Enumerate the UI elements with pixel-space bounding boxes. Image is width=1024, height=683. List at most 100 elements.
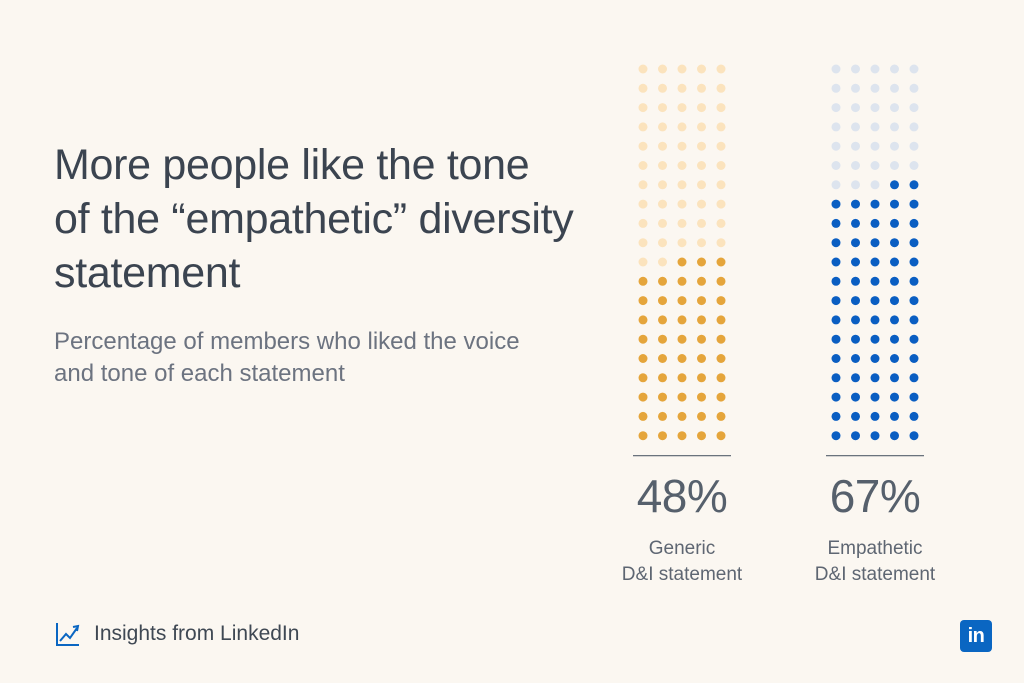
dot-empathetic-filled (851, 315, 860, 325)
dot-generic-filled (677, 315, 687, 325)
dot-generic-empty (697, 218, 706, 228)
dot-empathetic-filled (831, 238, 841, 248)
dot-generic-filled (658, 276, 667, 286)
dot-generic-empty (658, 199, 667, 209)
dot-generic-empty (638, 64, 648, 74)
dot-generic-empty (658, 103, 667, 113)
dot-empathetic-filled (831, 411, 841, 421)
dot-empathetic-filled (890, 296, 899, 306)
dot-empathetic-filled (851, 411, 860, 421)
dot-generic-empty (716, 83, 726, 93)
dot-empathetic-filled (870, 392, 880, 402)
dot-generic-empty (638, 161, 648, 170)
dot-generic-empty (697, 103, 706, 113)
dot-empathetic-filled (890, 276, 899, 286)
dot-generic-empty (697, 180, 706, 190)
dot-generic-filled (658, 411, 667, 421)
dot-generic-filled (638, 411, 648, 421)
dot-empathetic-filled (890, 257, 899, 267)
dot-empathetic-filled (831, 392, 841, 402)
dot-empathetic-empty (851, 122, 860, 132)
dot-generic-empty (697, 238, 706, 248)
dot-generic-filled (677, 276, 687, 286)
dot-generic-empty (638, 83, 648, 93)
dot-generic-empty (638, 238, 648, 248)
dot-empathetic-filled (909, 276, 919, 286)
dot-empathetic-empty (909, 64, 919, 74)
dot-empathetic-empty (851, 141, 860, 151)
dot-empathetic-filled (870, 354, 880, 363)
dot-empathetic-empty (831, 83, 841, 93)
dot-empathetic-empty (909, 122, 919, 132)
stat-empathetic-label: Empathetic D&I statement (795, 536, 955, 588)
dot-empathetic-filled (890, 431, 899, 441)
dot-empathetic-filled (890, 218, 899, 228)
dot-generic-empty (658, 83, 667, 93)
dot-generic-empty (716, 122, 726, 132)
stat-generic-label-line-2: D&I statement (621, 564, 743, 585)
dot-empathetic-empty (851, 64, 860, 74)
dot-empathetic-filled (831, 315, 841, 325)
dot-generic-filled (658, 315, 667, 325)
dot-empathetic-filled (870, 276, 880, 286)
dot-generic-filled (716, 354, 726, 363)
dot-empathetic-empty (831, 103, 841, 113)
dot-generic-empty (658, 238, 667, 248)
dot-empathetic-empty (851, 161, 860, 170)
dot-empathetic-filled (870, 373, 880, 383)
dot-empathetic-filled (909, 238, 919, 248)
dot-empathetic-filled (870, 199, 880, 209)
dot-generic-filled (716, 431, 726, 441)
dot-generic-empty (716, 64, 726, 74)
dot-generic-empty (638, 257, 648, 267)
dot-empathetic-filled (831, 276, 841, 286)
dot-empathetic-empty (890, 83, 899, 93)
dot-empathetic-empty (870, 180, 880, 190)
dot-empathetic-filled (909, 392, 919, 402)
dot-generic-empty (697, 141, 706, 151)
dot-generic-filled (697, 334, 706, 344)
dot-empathetic-filled (909, 180, 919, 190)
dot-generic-filled (716, 373, 726, 383)
linkedin-logo: in (960, 620, 992, 652)
stat-generic-label-line-1: Generic (648, 538, 716, 559)
dot-generic-filled (658, 354, 667, 363)
dot-generic-empty (658, 64, 667, 74)
dot-generic-filled (658, 296, 667, 306)
dot-generic-empty (716, 238, 726, 248)
dot-empathetic-filled (909, 334, 919, 344)
dot-generic-filled (638, 392, 648, 402)
dot-empathetic-filled (870, 296, 880, 306)
dot-generic-empty (697, 199, 706, 209)
subheadline: Percentage of members who liked the voic… (54, 328, 520, 387)
dot-empathetic-filled (890, 373, 899, 383)
dot-generic-empty (697, 83, 706, 93)
dot-generic-filled (677, 354, 687, 363)
dot-empathetic-filled (909, 257, 919, 267)
dot-empathetic-empty (831, 141, 841, 151)
dot-generic-filled (697, 257, 706, 267)
dot-generic-filled (697, 392, 706, 402)
dot-empathetic-filled (851, 392, 860, 402)
dot-generic-filled (658, 334, 667, 344)
dot-empathetic-filled (851, 334, 860, 344)
dot-empathetic-filled (909, 296, 919, 306)
dot-generic-empty (658, 180, 667, 190)
dot-empathetic-empty (831, 122, 841, 132)
footer-brand-text: Insights from LinkedIn (94, 622, 300, 645)
dot-generic-filled (697, 431, 706, 441)
dot-generic-filled (716, 334, 726, 344)
dot-generic-filled (658, 373, 667, 383)
dot-empathetic-filled (909, 315, 919, 325)
dot-generic-empty (697, 161, 706, 170)
dot-generic-filled (677, 392, 687, 402)
dot-empathetic-empty (851, 180, 860, 190)
dot-generic-empty (658, 141, 667, 151)
dot-generic-empty (677, 122, 687, 132)
dot-empathetic-filled (909, 218, 919, 228)
dot-generic-filled (677, 373, 687, 383)
dot-generic-empty (638, 122, 648, 132)
dot-generic-filled (638, 431, 648, 441)
dot-generic-filled (638, 373, 648, 383)
dot-empathetic-empty (890, 64, 899, 74)
